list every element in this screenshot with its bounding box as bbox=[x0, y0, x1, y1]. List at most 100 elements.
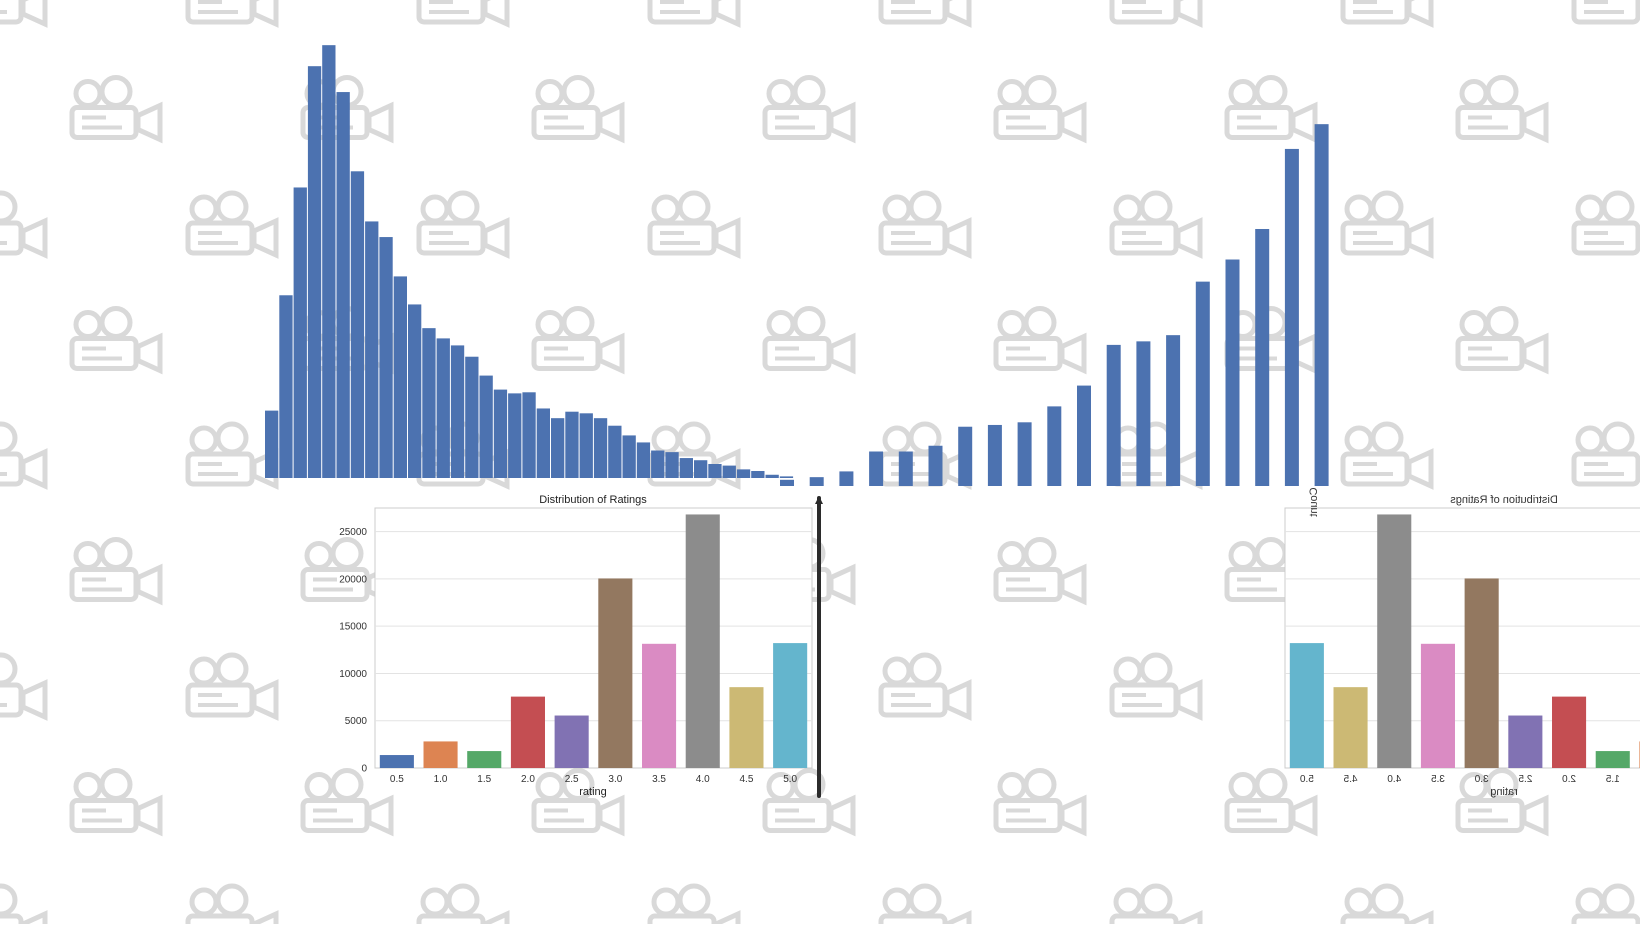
movie-camera-icon bbox=[0, 652, 48, 721]
rating-bar bbox=[729, 687, 764, 768]
movie-camera-icon bbox=[185, 190, 279, 259]
movie-camera-icon bbox=[1224, 75, 1318, 144]
x-tick-label: 1.5 bbox=[1605, 774, 1619, 785]
rating-bar bbox=[1420, 643, 1455, 768]
movie-camera-icon bbox=[69, 768, 163, 837]
histogram-bar bbox=[694, 460, 708, 478]
bar bbox=[1225, 259, 1240, 486]
bar bbox=[1077, 385, 1091, 486]
bar bbox=[809, 477, 824, 486]
histogram-bar bbox=[379, 237, 393, 478]
histogram-bar bbox=[736, 469, 751, 478]
panel-divider bbox=[817, 496, 821, 798]
bar bbox=[1047, 406, 1062, 486]
histogram-bar bbox=[307, 66, 322, 478]
histogram-bar bbox=[465, 356, 479, 478]
movie-camera-icon bbox=[878, 652, 972, 721]
histogram-bar bbox=[422, 328, 436, 478]
x-tick-labels-mirrored: 0.51.01.52.02.53.03.54.04.55.0 bbox=[1299, 774, 1619, 785]
movie-camera-icon bbox=[416, 0, 510, 28]
bar bbox=[839, 471, 854, 486]
movie-camera-icon bbox=[185, 652, 279, 721]
movie-camera-icon bbox=[531, 306, 625, 375]
x-axis-label-mirrored: rating bbox=[1490, 786, 1518, 798]
x-tick-label: 2.5 bbox=[565, 774, 579, 785]
chart-title-mirrored: Distribution of Ratings bbox=[1450, 494, 1558, 506]
movie-camera-icon bbox=[1571, 190, 1640, 256]
x-axis-label: rating bbox=[579, 786, 607, 798]
histogram-bar bbox=[765, 474, 779, 478]
rating-bar bbox=[685, 514, 720, 768]
bar bbox=[987, 424, 1002, 486]
bar bbox=[1017, 422, 1032, 486]
movie-camera-icon bbox=[762, 306, 856, 375]
movie-camera-icon bbox=[1571, 421, 1640, 487]
histogram-bar bbox=[665, 452, 679, 478]
histogram-bar bbox=[408, 304, 422, 478]
movie-camera-icon bbox=[0, 0, 48, 28]
divider-handle-icon bbox=[815, 496, 823, 504]
movie-camera-icon bbox=[531, 75, 625, 144]
y-tick-label: 10000 bbox=[339, 669, 367, 680]
histogram-bar bbox=[679, 458, 693, 478]
rating-bar bbox=[1333, 687, 1368, 768]
x-tick-label: 3.0 bbox=[608, 774, 622, 785]
rating-bar bbox=[773, 643, 808, 768]
y-tick-label: 5000 bbox=[345, 716, 368, 727]
bar bbox=[1284, 148, 1299, 486]
histogram-bar bbox=[493, 389, 508, 478]
x-tick-label: 4.0 bbox=[696, 774, 710, 785]
movie-camera-icon bbox=[1340, 0, 1434, 28]
bar bbox=[898, 451, 913, 486]
movie-camera-icon bbox=[1455, 768, 1549, 837]
bar bbox=[1106, 344, 1121, 486]
movie-camera-icon bbox=[1571, 0, 1640, 25]
x-tick-label: 1.5 bbox=[477, 774, 491, 785]
bar bbox=[869, 451, 884, 486]
x-tick-labels: 0.5 1.0 1.5 2.0 2.5 3.0 3.5 4.0 4.5 5.0 bbox=[390, 774, 798, 785]
movie-camera-icon bbox=[1340, 421, 1434, 490]
rating-bar bbox=[1508, 715, 1543, 768]
movie-camera-icon bbox=[878, 190, 972, 259]
histogram-bar bbox=[336, 92, 350, 478]
movie-camera-icon bbox=[647, 0, 741, 28]
bar bbox=[1136, 341, 1151, 486]
histogram-bar bbox=[551, 418, 565, 478]
x-tick-label: 3.5 bbox=[652, 774, 666, 785]
histogram-bar bbox=[608, 425, 622, 478]
y-tick-label: 15000 bbox=[339, 622, 367, 633]
bar bbox=[1314, 124, 1329, 486]
bar-group bbox=[379, 514, 808, 768]
bar bbox=[1195, 281, 1210, 486]
x-tick-label: 2.0 bbox=[521, 774, 535, 785]
x-tick-label: 2.5 bbox=[1518, 774, 1532, 785]
movie-camera-icon bbox=[1109, 0, 1203, 28]
movie-camera-icon bbox=[0, 883, 48, 929]
movie-camera-icon bbox=[416, 190, 510, 259]
movie-camera-icon bbox=[1340, 190, 1434, 259]
histogram-bar bbox=[479, 375, 493, 478]
bar bbox=[780, 479, 794, 486]
histogram-bar bbox=[322, 45, 336, 478]
rating-bar bbox=[598, 578, 633, 768]
histogram-bar bbox=[651, 450, 665, 478]
rating-bar bbox=[379, 755, 414, 768]
histogram-bar bbox=[636, 442, 651, 478]
histogram-bar bbox=[708, 463, 722, 478]
histogram-bar bbox=[565, 411, 579, 478]
movie-camera-icon bbox=[69, 537, 163, 606]
histogram-bar bbox=[522, 392, 536, 478]
x-tick-label: 4.5 bbox=[1343, 774, 1357, 785]
x-tick-label: 3.5 bbox=[1431, 774, 1445, 785]
rating-bar bbox=[1464, 578, 1499, 768]
histogram-bar bbox=[365, 221, 379, 479]
histogram-bar bbox=[265, 410, 279, 478]
movie-camera-icon bbox=[300, 768, 394, 837]
movie-camera-icon bbox=[993, 768, 1087, 837]
x-tick-label: 4.0 bbox=[1387, 774, 1401, 785]
y-tick-label: 20000 bbox=[339, 574, 367, 585]
y-tick-label: 25000 bbox=[339, 527, 367, 538]
histogram-bar bbox=[722, 465, 736, 478]
x-tick-label: 5.0 bbox=[1299, 774, 1313, 785]
